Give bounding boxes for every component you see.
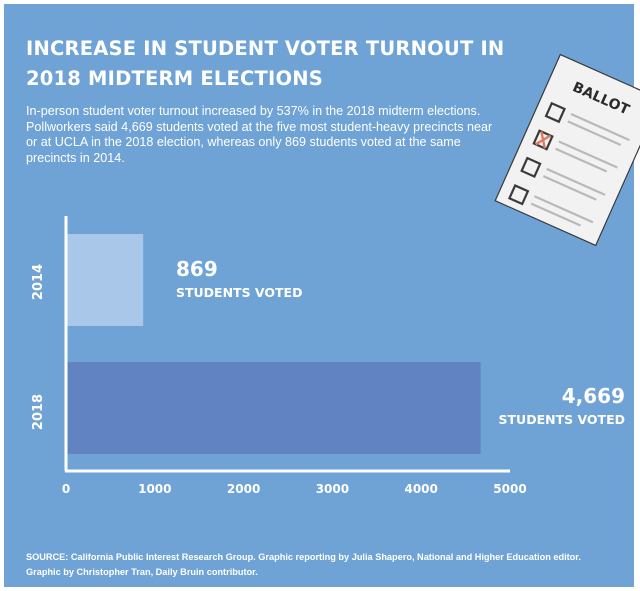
chart-subtitle: In-person student voter turnout increase… [26, 104, 493, 165]
x-tick-label-1000: 1000 [138, 482, 171, 496]
category-label-2018: 2018 [31, 394, 46, 430]
x-tick-label-5000: 5000 [493, 482, 526, 496]
page-title: INCREASE IN STUDENT VOTER TURNOUT IN 201… [26, 37, 505, 90]
bar-2014 [66, 234, 144, 326]
x-tick-label-0: 0 [62, 482, 70, 496]
check-mark-icon [535, 131, 552, 149]
x-tick-label-2000: 2000 [227, 482, 260, 496]
x-tick-label-4000: 4000 [404, 482, 437, 496]
value-sublabel-2018: STUDENTS VOTED [499, 412, 625, 427]
value-label-2018: 4,669 [562, 384, 625, 408]
value-sublabel-2014: STUDENTS VOTED [176, 285, 302, 300]
category-label-2014: 2014 [31, 264, 46, 300]
x-tick-label-3000: 3000 [316, 482, 349, 496]
bar-2018 [66, 362, 481, 454]
value-label-2014: 869 [176, 257, 218, 281]
source-note: SOURCE: California Public Interest Resea… [26, 552, 581, 577]
